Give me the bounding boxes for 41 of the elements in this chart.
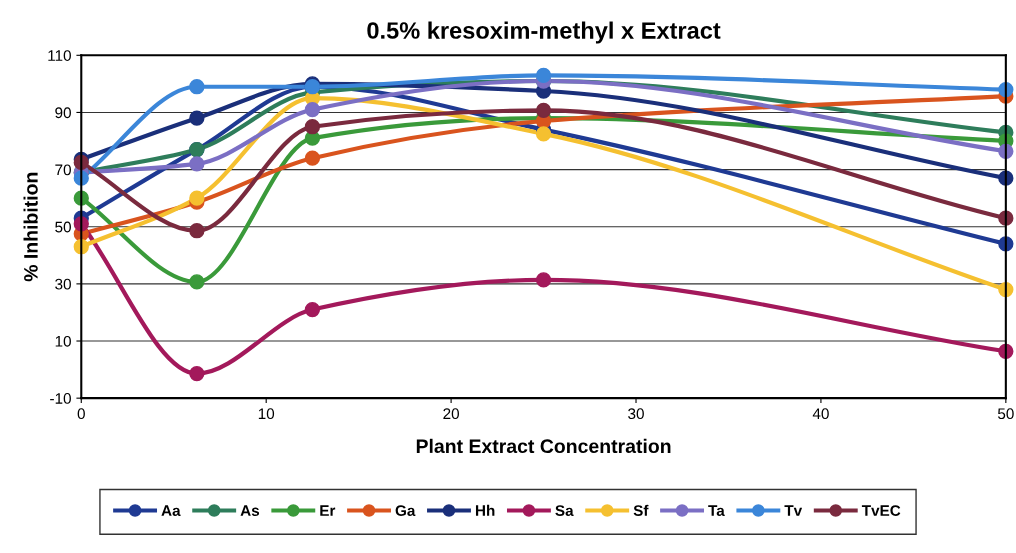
point [535,272,552,288]
legend-label: TvEC [861,505,901,516]
y-tick-label: 10 [55,335,71,347]
x-tick-label: 50 [997,408,1014,420]
y-tick-label: 70 [55,164,71,176]
point [189,79,205,95]
y-tick-label: 30 [55,278,71,290]
point [304,301,321,318]
x-axis-title: Plant Extract Concentration [416,438,671,454]
legend-label: Er [320,505,336,516]
legend-label: Ta [708,505,725,516]
y-tick-label: 110 [48,50,71,61]
legend-label: Hh [475,504,495,516]
legend-label: Sf [633,504,649,516]
point [304,101,321,118]
y-tick-label: 90 [55,107,71,119]
point [189,274,205,290]
y-tick-label: 50 [55,221,71,233]
legend-label: Sa [555,505,574,516]
point [304,150,321,166]
legend-label: Tv [784,505,803,516]
x-tick-label: 10 [258,408,275,420]
point [189,190,205,206]
x-tick-label: 40 [812,408,829,420]
legend-label: As [240,505,260,516]
legend-label: Ga [395,505,416,516]
x-tick-label: 0 [77,408,85,420]
point [189,365,205,382]
x-tick-label: 20 [443,408,459,420]
point [189,156,205,172]
chart-title: 0.5% kresoxim-methyl x Extract [367,21,721,44]
point [535,102,552,119]
point [535,126,552,142]
y-axis-title: % Inhibition [23,172,38,282]
point [304,119,321,135]
y-tick-label: -10 [50,393,71,404]
point [189,110,205,126]
legend-label: Aa [161,505,181,516]
x-tick-label: 30 [628,408,644,420]
point [535,67,552,83]
point [189,223,205,239]
